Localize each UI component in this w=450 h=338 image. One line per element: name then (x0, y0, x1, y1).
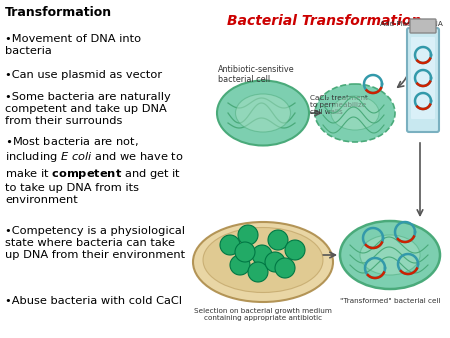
FancyBboxPatch shape (407, 28, 439, 132)
Circle shape (238, 225, 258, 245)
Text: "Transformed" bacterial cell: "Transformed" bacterial cell (340, 298, 440, 304)
Ellipse shape (235, 94, 291, 132)
Text: Selection on bacterial growth medium
containing appropriate antibiotic: Selection on bacterial growth medium con… (194, 308, 332, 321)
Circle shape (220, 235, 240, 255)
Circle shape (275, 258, 295, 278)
Circle shape (265, 252, 285, 272)
Text: Add Plasmid DNA: Add Plasmid DNA (379, 21, 442, 27)
Ellipse shape (315, 84, 395, 142)
Circle shape (235, 242, 255, 262)
Ellipse shape (360, 235, 420, 275)
Ellipse shape (203, 227, 323, 292)
Text: CaCl₂ treatment
to permeabilize
cell walls: CaCl₂ treatment to permeabilize cell wal… (310, 95, 368, 115)
FancyBboxPatch shape (410, 19, 436, 33)
Circle shape (248, 262, 268, 282)
Text: •Can use plasmid as vector: •Can use plasmid as vector (5, 70, 162, 80)
Text: Transformation: Transformation (5, 6, 112, 19)
Text: •Some bacteria are naturally
competent and take up DNA
from their surrounds: •Some bacteria are naturally competent a… (5, 92, 171, 126)
Text: Antibiotic-sensitive
bacterial cell: Antibiotic-sensitive bacterial cell (218, 65, 295, 84)
Circle shape (285, 240, 305, 260)
Text: $\bullet$Most bacteria are not,
including $\it{E\ coli}$ and we have to
make it : $\bullet$Most bacteria are not, includin… (5, 135, 184, 205)
Text: Bacterial Transformation: Bacterial Transformation (227, 14, 421, 28)
Text: •Abuse bacteria with cold CaCl: •Abuse bacteria with cold CaCl (5, 296, 182, 306)
Ellipse shape (193, 222, 333, 302)
Ellipse shape (340, 221, 440, 289)
Circle shape (252, 245, 272, 265)
Text: •Movement of DNA into
bacteria: •Movement of DNA into bacteria (5, 34, 141, 56)
FancyBboxPatch shape (411, 37, 435, 119)
Text: •Competency is a physiological
state where bacteria can take
up DNA from their e: •Competency is a physiological state whe… (5, 226, 185, 260)
Ellipse shape (217, 80, 309, 145)
Circle shape (230, 255, 250, 275)
Circle shape (268, 230, 288, 250)
Ellipse shape (331, 96, 379, 130)
